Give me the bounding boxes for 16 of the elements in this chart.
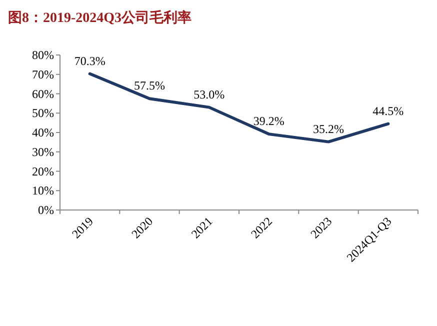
y-tick-label: 70% [32,67,54,82]
y-tick-label: 80% [32,48,54,62]
y-tick-label: 40% [32,126,54,140]
y-tick-label: 50% [32,106,54,120]
data-label: 70.3% [74,54,106,68]
data-label: 53.0% [194,87,225,102]
y-tick-label: 60% [32,86,54,101]
data-label: 57.5% [134,78,165,93]
y-tick-label: 0% [38,203,54,217]
y-tick-label: 30% [32,144,54,159]
y-tick-label: 20% [32,164,54,178]
y-tick-label: 10% [32,184,54,198]
chart-title: 图8：2019-2024Q3公司毛利率 [8,9,192,26]
data-label: 35.2% [313,122,344,136]
data-label: 39.2% [253,114,284,128]
data-label: 44.5% [372,104,404,118]
